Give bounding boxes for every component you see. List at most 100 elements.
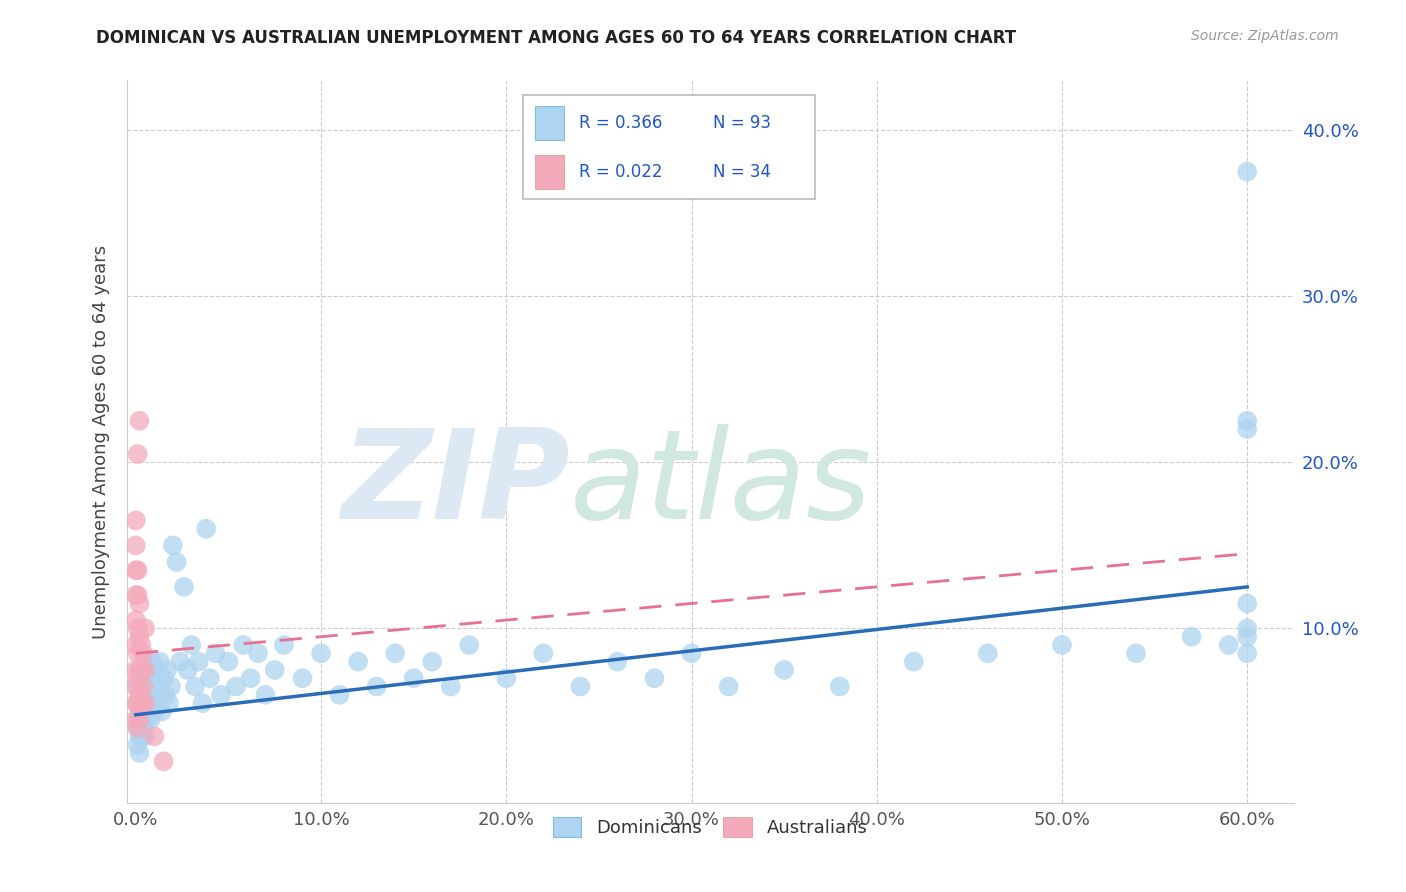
Point — [903, 655, 925, 669]
Point — [232, 638, 254, 652]
Point — [138, 696, 160, 710]
Point — [127, 447, 149, 461]
Text: ZIP: ZIP — [342, 425, 569, 545]
Text: DOMINICAN VS AUSTRALIAN UNEMPLOYMENT AMONG AGES 60 TO 64 YEARS CORRELATION CHART: DOMINICAN VS AUSTRALIAN UNEMPLOYMENT AMO… — [96, 29, 1015, 46]
Point — [149, 655, 172, 669]
Point — [420, 655, 443, 669]
Point — [141, 655, 163, 669]
Point — [1236, 646, 1258, 660]
Text: atlas: atlas — [569, 425, 872, 545]
Point — [127, 646, 149, 660]
Point — [139, 713, 162, 727]
Point — [125, 538, 148, 552]
Point — [125, 696, 148, 710]
Text: Source: ZipAtlas.com: Source: ZipAtlas.com — [1191, 29, 1339, 43]
Point — [128, 721, 150, 735]
Point — [131, 713, 153, 727]
Point — [134, 671, 156, 685]
Point — [135, 688, 157, 702]
Point — [141, 688, 163, 702]
Point — [127, 696, 149, 710]
Point — [138, 655, 160, 669]
Point — [127, 721, 149, 735]
Point — [127, 721, 149, 735]
Point — [384, 646, 406, 660]
Point — [132, 680, 155, 694]
Point — [125, 638, 148, 652]
Point — [309, 646, 332, 660]
Point — [273, 638, 295, 652]
Point — [143, 705, 166, 719]
Point — [145, 680, 167, 694]
Point — [131, 730, 153, 744]
Point — [225, 680, 247, 694]
Point — [128, 730, 150, 744]
Point — [166, 555, 188, 569]
Point — [1050, 638, 1073, 652]
Point — [1236, 422, 1258, 436]
Point — [681, 646, 703, 660]
Point — [128, 630, 150, 644]
Point — [531, 646, 554, 660]
Point — [134, 621, 156, 635]
Point — [495, 671, 517, 685]
Point — [125, 680, 148, 694]
Point — [1236, 597, 1258, 611]
Point — [139, 671, 162, 685]
Point — [569, 680, 592, 694]
Point — [134, 663, 156, 677]
Point — [187, 655, 209, 669]
Point — [157, 696, 180, 710]
Point — [160, 680, 183, 694]
Point — [125, 513, 148, 527]
Point — [1236, 414, 1258, 428]
Point — [195, 522, 218, 536]
Point — [132, 721, 155, 735]
Point — [128, 597, 150, 611]
Point — [131, 638, 153, 652]
Point — [173, 580, 195, 594]
Point — [217, 655, 239, 669]
Point — [134, 696, 156, 710]
Point — [128, 414, 150, 428]
Point — [128, 746, 150, 760]
Point — [131, 663, 153, 677]
Point — [1236, 630, 1258, 644]
Point — [146, 696, 169, 710]
Point — [643, 671, 665, 685]
Point — [263, 663, 285, 677]
Point — [127, 713, 149, 727]
Point — [977, 646, 1000, 660]
Point — [366, 680, 388, 694]
Point — [127, 621, 149, 635]
Point — [440, 680, 463, 694]
Point — [143, 730, 166, 744]
Point — [127, 563, 149, 577]
Point — [127, 671, 149, 685]
Point — [291, 671, 314, 685]
Point — [128, 688, 150, 702]
Point — [125, 663, 148, 677]
Point — [239, 671, 262, 685]
Point — [458, 638, 481, 652]
Point — [125, 588, 148, 602]
Y-axis label: Unemployment Among Ages 60 to 64 years: Unemployment Among Ages 60 to 64 years — [91, 244, 110, 639]
Point — [347, 655, 370, 669]
Point — [134, 713, 156, 727]
Point — [125, 713, 148, 727]
Point — [132, 705, 155, 719]
Point — [247, 646, 270, 660]
Point — [1236, 621, 1258, 635]
Point — [191, 696, 214, 710]
Point — [155, 688, 177, 702]
Point — [184, 680, 207, 694]
Point — [135, 713, 157, 727]
Point — [1218, 638, 1240, 652]
Point — [127, 738, 149, 752]
Point — [150, 705, 173, 719]
Point — [134, 696, 156, 710]
Point — [209, 688, 232, 702]
Legend: Dominicans, Australians: Dominicans, Australians — [546, 810, 875, 845]
Point — [128, 663, 150, 677]
Point — [135, 663, 157, 677]
